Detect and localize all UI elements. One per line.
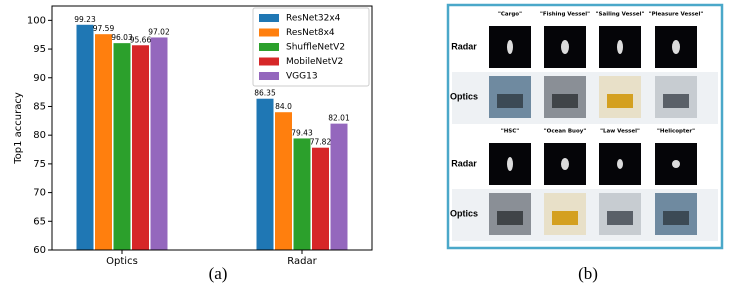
legend-swatch	[259, 72, 279, 80]
value-label: 79.43	[291, 128, 313, 137]
legend-box	[252, 7, 370, 87]
bar	[132, 45, 149, 250]
row-label: Optics	[450, 208, 478, 218]
value-label: 96.03	[111, 33, 133, 42]
legend-label: ResNet32x4	[286, 14, 341, 24]
radar-blob	[561, 158, 569, 170]
column-label: "Sailing Vessel"	[596, 12, 645, 18]
y-tick-label: 100	[27, 15, 46, 26]
radar-blob	[617, 159, 623, 169]
value-label: 82.01	[328, 114, 350, 123]
bar	[113, 43, 131, 250]
y-tick-label: 65	[33, 216, 46, 227]
y-tick-label: 95	[33, 44, 46, 55]
optical-object	[607, 94, 633, 108]
caption: (b)	[578, 264, 598, 283]
column-label: "Ocean Buoy"	[544, 129, 587, 135]
legend-label: VGG13	[286, 72, 318, 82]
value-label: 95.66	[130, 35, 152, 44]
optical-object	[607, 211, 633, 225]
axes-frame	[51, 5, 373, 251]
optical-object	[552, 94, 578, 108]
radar-blob	[507, 40, 513, 54]
y-tick-label: 75	[33, 159, 46, 170]
value-label: 99.23	[74, 15, 96, 24]
row-label: Radar	[451, 158, 477, 168]
x-tick-label: Radar	[287, 256, 317, 267]
y-axis-label: Top1 accuracy	[13, 92, 24, 165]
bar	[330, 123, 348, 250]
y-tick-label: 60	[33, 245, 46, 256]
column-label: "Helicopter"	[657, 129, 695, 135]
bar	[256, 98, 274, 250]
bar	[275, 112, 292, 250]
column-label: "Fishing Vessel"	[540, 12, 590, 18]
value-label: 84.0	[275, 102, 292, 111]
bar	[76, 24, 94, 250]
column-label: "Law Vessel"	[600, 129, 640, 135]
bar	[293, 138, 311, 250]
radar-blob	[617, 40, 623, 54]
legend-swatch	[259, 43, 279, 51]
y-tick-label: 80	[33, 130, 46, 141]
optical-object	[497, 211, 523, 225]
value-label: 77.82	[310, 138, 332, 147]
legend-swatch	[259, 28, 279, 37]
optical-object	[663, 211, 689, 225]
value-label: 97.59	[93, 24, 115, 33]
radar-blob	[672, 40, 680, 54]
optical-object	[663, 94, 689, 108]
row-label: Radar	[451, 41, 477, 51]
caption: (a)	[209, 264, 228, 283]
radar-blob	[561, 40, 569, 54]
optical-object	[552, 211, 578, 225]
column-label: "Cargo"	[498, 12, 522, 18]
row-label: Optics	[450, 91, 478, 101]
radar-blob	[507, 157, 513, 171]
x-tick-label: Optics	[106, 256, 138, 267]
legend-label: MobileNetV2	[286, 57, 343, 67]
column-label: "Pleasure Vessel"	[649, 12, 704, 18]
bar	[95, 34, 112, 250]
optical-object	[497, 94, 523, 108]
legend-swatch	[259, 14, 279, 22]
radar-blob	[672, 160, 680, 168]
bar	[312, 147, 329, 250]
y-tick-label: 70	[33, 188, 46, 199]
value-label: 86.35	[254, 89, 276, 98]
legend-label: ShuffleNetV2	[286, 43, 345, 53]
legend-label: ResNet8x4	[286, 28, 335, 38]
column-label: "HSC"	[501, 129, 519, 135]
value-label: 97.02	[148, 27, 170, 36]
bar	[150, 37, 168, 251]
y-tick-label: 85	[33, 101, 46, 112]
legend-swatch	[259, 57, 279, 66]
y-tick-label: 90	[33, 73, 46, 84]
